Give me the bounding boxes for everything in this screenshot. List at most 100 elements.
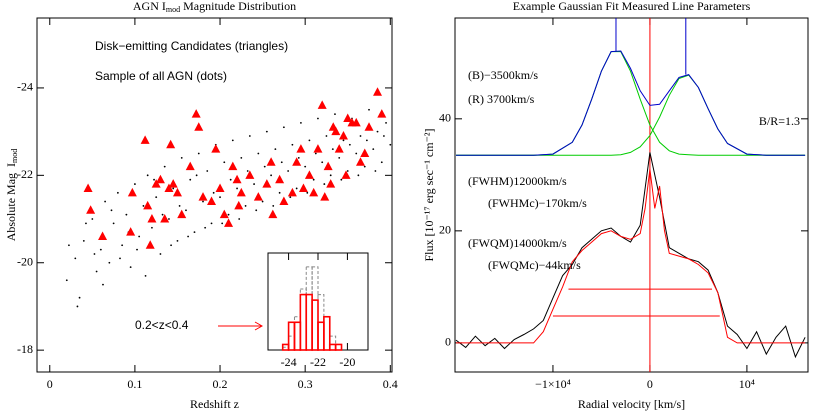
dot-point [172, 187, 175, 190]
triangle-point [331, 126, 341, 136]
triangle-point [172, 187, 182, 197]
hist-bar [334, 343, 343, 351]
y-label-text: Absolute Mag I [4, 163, 18, 241]
annotation: (FWQM)14000km/s [468, 236, 567, 250]
triangle-point [262, 179, 272, 188]
triangle-point [166, 139, 176, 149]
panel: −1×10⁴ 0 10⁴ 0 20 40 Radial velocity [km/s] Exa… [422, 0, 808, 411]
triangle-point [298, 183, 308, 192]
dot-point [374, 170, 377, 172]
x-tick-label: 0.1 [127, 377, 142, 391]
dot-point [159, 253, 162, 255]
title-text: Example Gaussian Fit Measured Line Param… [513, 0, 751, 13]
title-subscript: mod [166, 5, 180, 14]
annotation: (R) 3700km/s [468, 92, 535, 106]
triangle-point [228, 161, 238, 171]
triangle-point [151, 179, 161, 188]
triangle-point [86, 205, 96, 214]
panel: 0 0.1 0.2 0.3 0.4 -18 -20 -22 -24 Redshift z AGN I… [4, 0, 398, 411]
dot-point [85, 222, 87, 225]
triangle-point [211, 144, 221, 153]
triangle-point [224, 218, 234, 227]
triangle-point [155, 174, 165, 184]
dot-point [82, 239, 85, 242]
triangle-point [98, 231, 108, 241]
dot-point [229, 178, 232, 181]
triangle-point [279, 196, 289, 206]
dot-point [163, 165, 166, 168]
dot-point [334, 113, 336, 116]
triangle-point [127, 187, 137, 197]
spectrum-line [456, 169, 806, 344]
dot-point [108, 261, 111, 264]
triangle-point [219, 209, 229, 219]
dot-point [110, 209, 113, 212]
triangle-point [232, 174, 242, 184]
x-tick-label: −1×10⁴ [535, 377, 571, 391]
dot-point [204, 226, 207, 229]
annotation: (B)−3500km/s [468, 68, 538, 82]
dot-point [363, 165, 366, 168]
dot-point [304, 165, 307, 168]
triangle-point [236, 187, 246, 197]
triangle-point [143, 200, 153, 210]
dot-point [161, 213, 164, 216]
triangle-point [126, 227, 136, 236]
dot-point [178, 205, 181, 207]
triangle-point [140, 135, 150, 144]
triangle-point [207, 196, 217, 206]
dot-point [270, 174, 273, 177]
dot-point [102, 283, 104, 286]
triangle-point [215, 183, 225, 192]
annotation: (FWHM)12000km/s [468, 174, 567, 188]
x-axis-label: Radial velocity [km/s] [578, 397, 685, 411]
x-tick-label: 0 [47, 377, 53, 391]
dot-point [91, 218, 94, 220]
dot-point [340, 178, 343, 181]
dot-point [368, 108, 370, 111]
triangle-point [313, 144, 323, 153]
dot-point [348, 143, 351, 146]
triangle-point [364, 122, 374, 131]
x-tick-label: 0 [647, 377, 653, 391]
dot-point [197, 152, 200, 155]
dot-point [168, 218, 170, 220]
y-axis-label: Absolute Mag Imod [4, 149, 19, 242]
dot-point [153, 178, 155, 181]
triangle-point [373, 87, 383, 96]
dot-point [385, 121, 387, 124]
triangle-point [164, 183, 174, 192]
x-tick-label: 0.2 [213, 377, 228, 391]
y-label-text: Flux [10⁻¹⁷ erg sec⁻¹ cm⁻²] [422, 128, 436, 261]
dot-point [240, 156, 243, 159]
dot-point [193, 231, 196, 234]
y-axis-label: Flux [10⁻¹⁷ erg sec⁻¹ cm⁻²] [422, 128, 436, 261]
dot-point [176, 239, 179, 242]
dot-point [265, 130, 268, 133]
dot-point [221, 222, 224, 225]
dot-point [282, 126, 285, 129]
dot-point [125, 213, 128, 216]
y-tick-label: 20 [439, 223, 451, 237]
x-tick-label: 0.4 [383, 377, 398, 391]
dot-point [372, 148, 375, 151]
left-frame [36, 17, 393, 373]
triangle-point [268, 209, 278, 219]
triangle-point [198, 192, 208, 201]
hist-bar [323, 315, 331, 351]
annotation-arrowhead [254, 321, 264, 331]
annotation: B/R=1.3 [759, 114, 800, 128]
title-text: AGN I [133, 0, 166, 13]
dot-point [187, 235, 190, 238]
dot-point [121, 244, 124, 247]
dot-point [272, 205, 275, 207]
triangle-point [341, 170, 351, 179]
dot-point [136, 248, 138, 251]
dot-point [68, 244, 70, 247]
dot-point [338, 156, 341, 159]
dot-point [151, 226, 153, 229]
triangle-point [185, 161, 195, 171]
dot-point [325, 135, 328, 137]
dot-point [146, 174, 149, 177]
dot-point [170, 244, 172, 247]
